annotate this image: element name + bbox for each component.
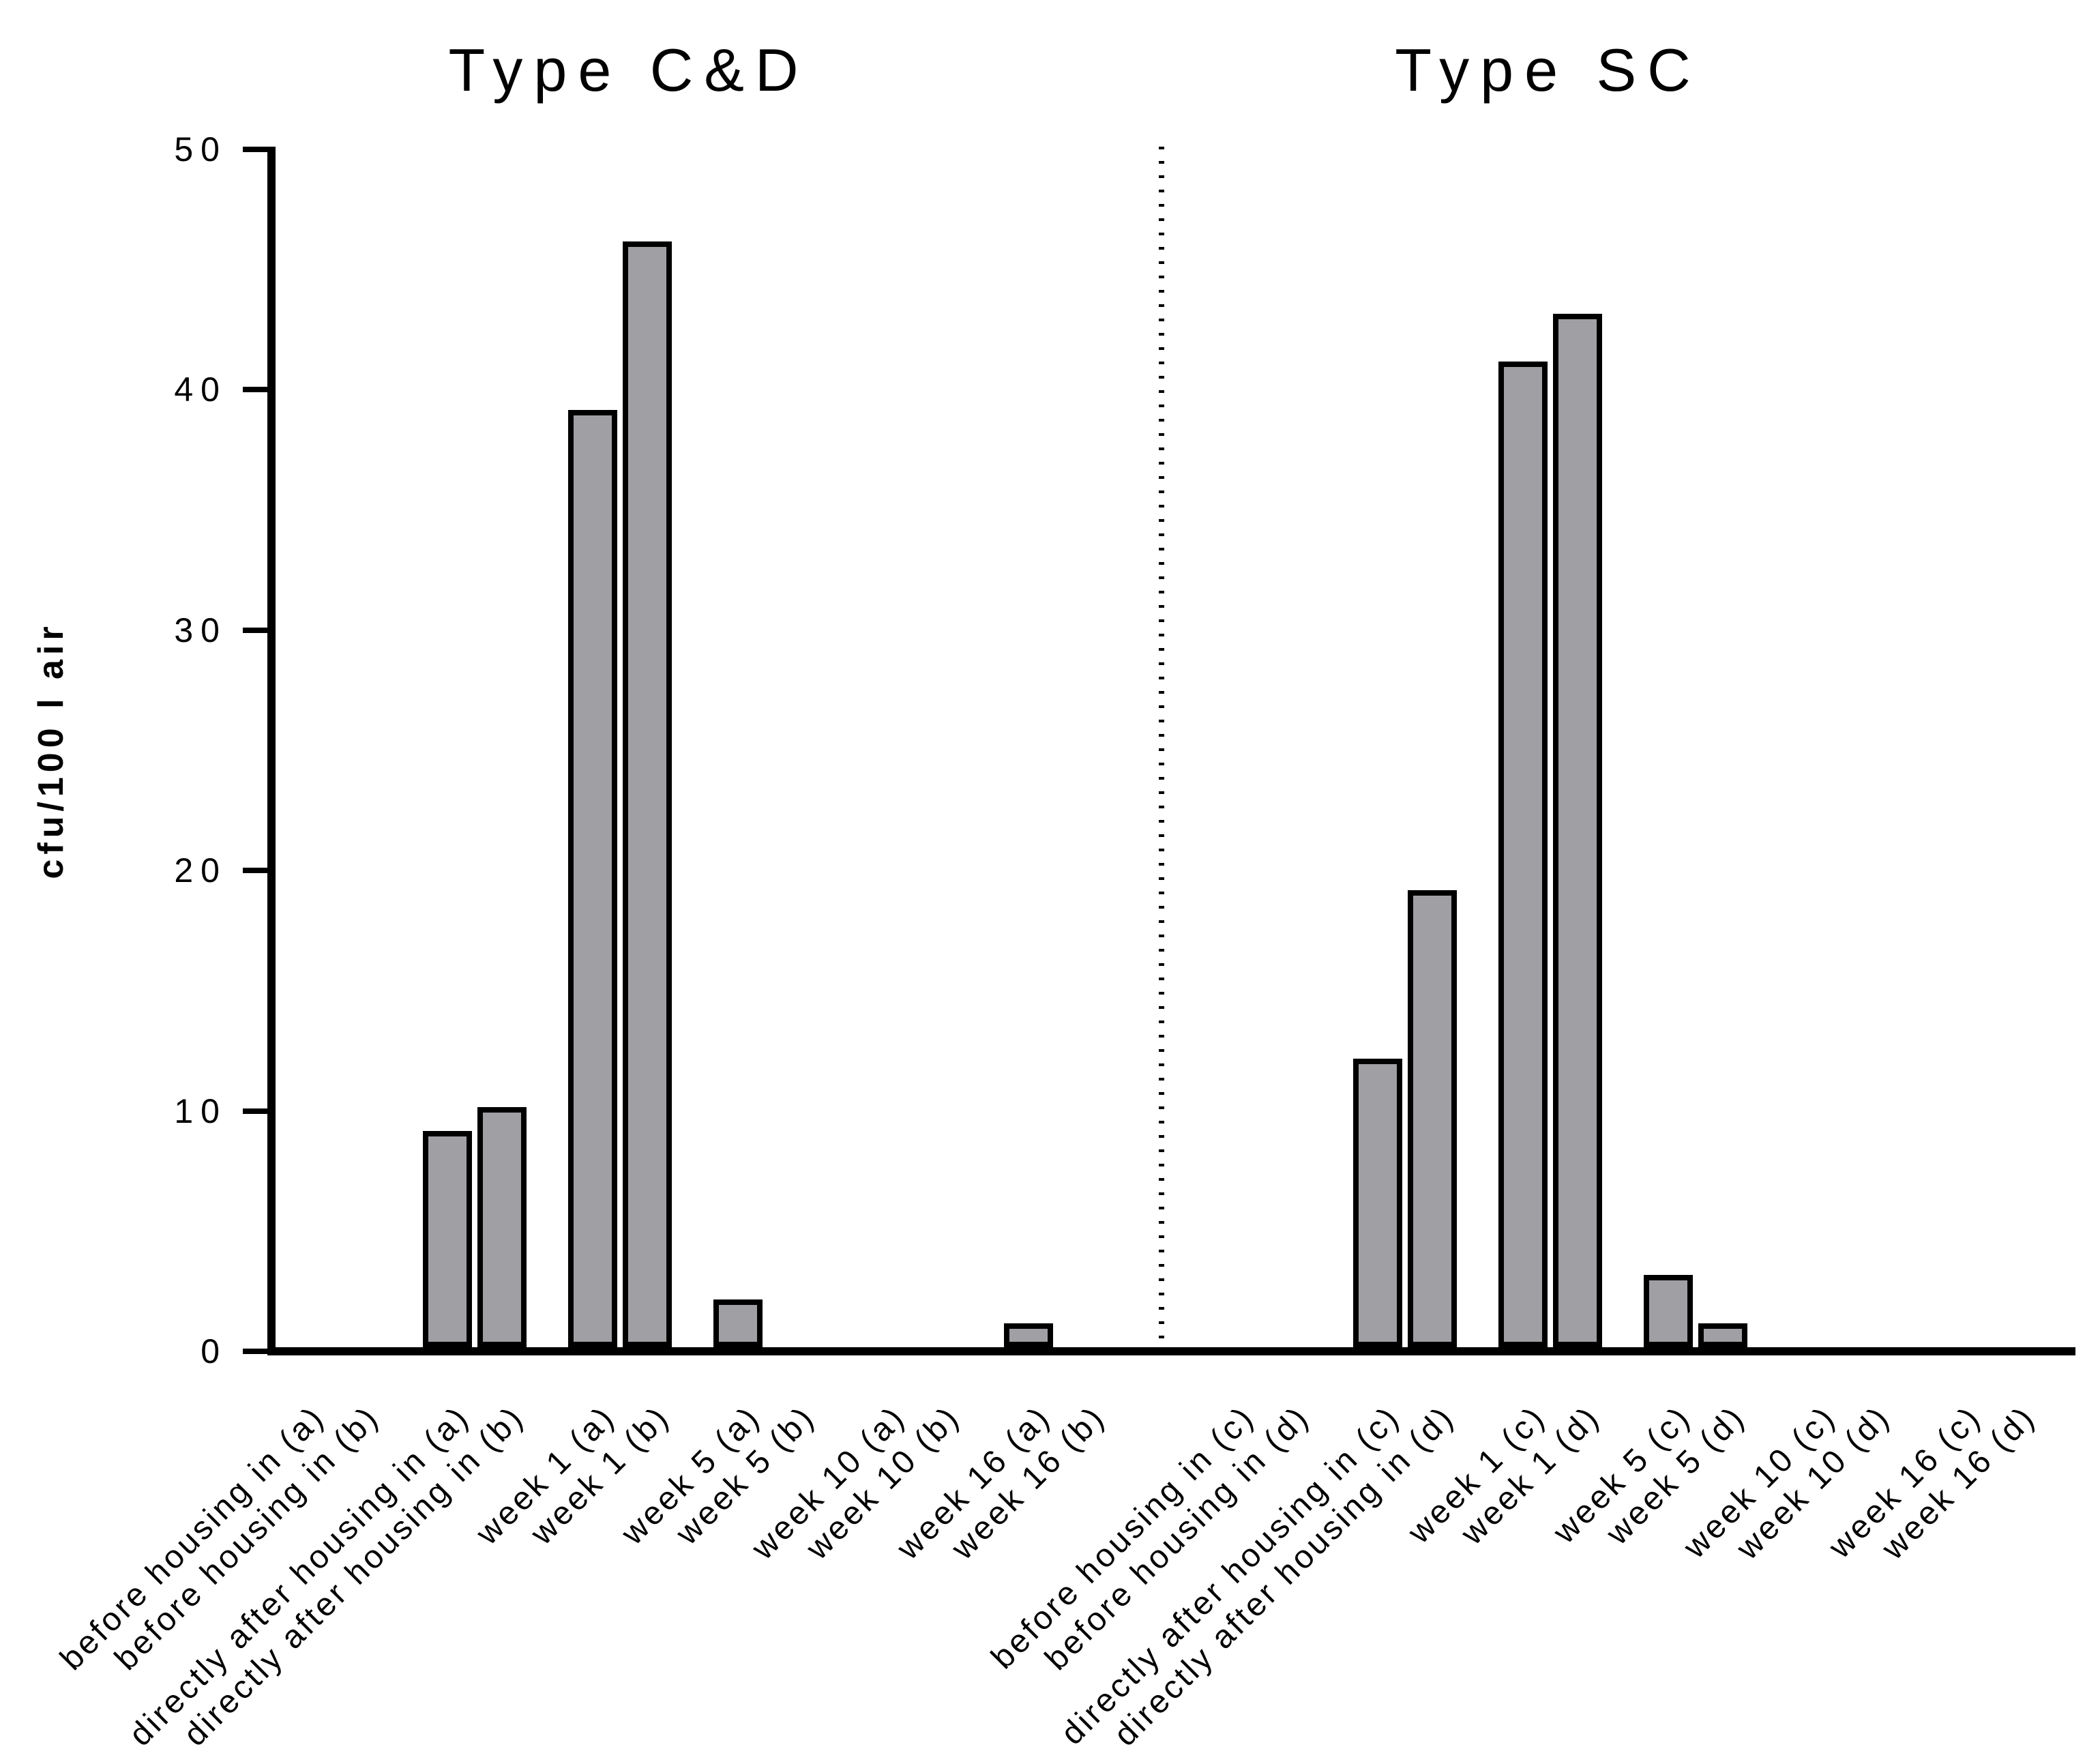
y-axis-tick <box>243 627 267 633</box>
bar <box>423 1131 472 1347</box>
y-axis-tick <box>243 1349 267 1354</box>
panel-title-left: Type C&D <box>448 36 810 104</box>
y-axis-tick <box>243 387 267 393</box>
bar <box>1408 890 1457 1347</box>
bar <box>1353 1059 1402 1347</box>
y-axis-tick-label: 10 <box>174 1091 227 1130</box>
y-axis-tick-label: 20 <box>174 851 227 890</box>
bar <box>1498 362 1548 1347</box>
y-axis-title-text: cfu/100 l air <box>31 621 71 879</box>
bar <box>1004 1323 1053 1347</box>
bar <box>568 410 617 1347</box>
y-axis-tick-label: 40 <box>174 370 227 409</box>
y-axis-tick-label: 0 <box>201 1332 227 1370</box>
bar <box>713 1299 763 1347</box>
y-axis-tick-label: 30 <box>174 611 227 649</box>
y-axis-tick <box>243 147 267 152</box>
bar <box>477 1107 527 1347</box>
y-axis-tick-label: 50 <box>174 130 227 168</box>
panel-divider-dashed-line <box>1159 147 1164 1347</box>
y-axis-line <box>267 147 276 1355</box>
y-axis-tick <box>243 868 267 874</box>
panel-title-right: Type SC <box>1395 36 1702 104</box>
bar <box>623 241 672 1347</box>
bar <box>1553 314 1602 1347</box>
y-axis-tick <box>243 1108 267 1114</box>
x-axis-line <box>267 1347 2075 1355</box>
bar <box>1698 1323 1747 1347</box>
bar <box>1644 1275 1693 1347</box>
